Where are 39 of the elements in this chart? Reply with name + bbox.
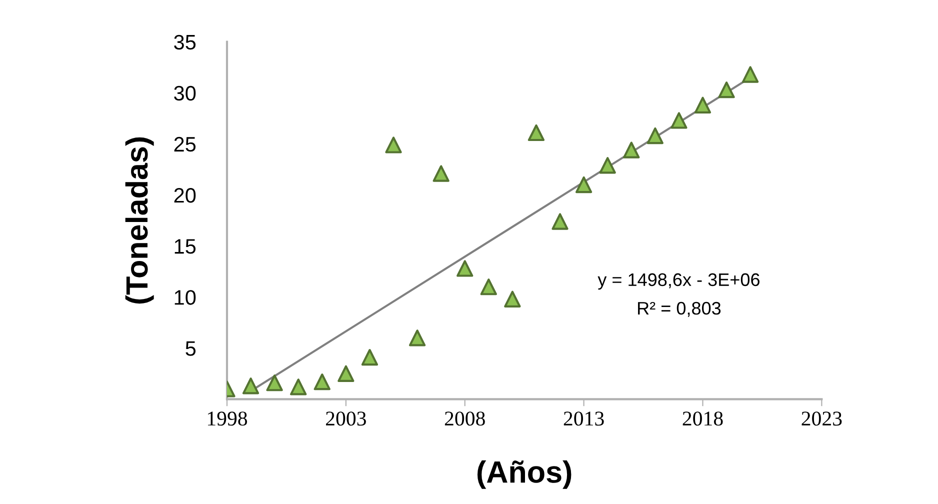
point [361, 348, 378, 366]
x-tick-label: 1998 [208, 412, 248, 426]
y-tick-label: 20 [174, 188, 196, 203]
y-tick-label: 35 [174, 34, 196, 50]
y-tick-label: 10 [174, 290, 196, 305]
point [266, 374, 283, 392]
x-tick-label: 2013 [564, 412, 604, 426]
point [432, 165, 450, 182]
point [385, 136, 402, 154]
y-tick-label: 25 [174, 136, 196, 152]
point [456, 260, 474, 277]
y-axis-title: (Toneladas) [125, 137, 154, 304]
point [528, 124, 545, 142]
point [504, 290, 521, 308]
point [480, 278, 497, 296]
point [623, 142, 640, 158]
point [338, 365, 354, 382]
y-tick-label: 5 [186, 341, 196, 356]
point [670, 112, 688, 129]
y-tick-label: 30 [174, 86, 196, 101]
x-axis-title: (Años) [478, 460, 572, 489]
annotation: R² = 0,803 [638, 302, 721, 317]
x-tick-label: 2008 [444, 412, 485, 426]
point [290, 378, 307, 396]
point [718, 81, 735, 98]
x-tick-label: 2003 [326, 412, 366, 426]
annotation: y = 1498,6x - 3E+06 [598, 273, 760, 290]
point [599, 157, 616, 174]
point [314, 373, 330, 390]
point [242, 378, 260, 394]
point [694, 96, 712, 114]
point [408, 330, 426, 346]
point [552, 213, 568, 230]
point [646, 127, 664, 144]
point [575, 176, 592, 194]
x-tick-label: 2018 [682, 412, 723, 426]
y-tick-label: 15 [174, 239, 196, 254]
point [742, 66, 759, 83]
x-tick-label: 2023 [802, 412, 842, 426]
